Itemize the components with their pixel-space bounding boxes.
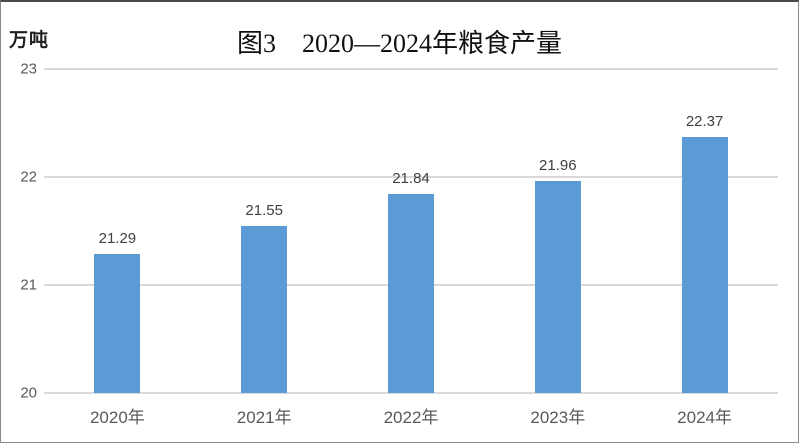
chart-title: 图3 2020—2024年粮食产量 <box>236 29 562 58</box>
x-tick-label-2024年: 2024年 <box>677 408 732 427</box>
data-label-2023年: 21.96 <box>539 157 577 175</box>
data-label-2022年: 21.84 <box>392 170 430 188</box>
y-tick-label-20: 20 <box>20 384 37 402</box>
data-label-2021年: 21.55 <box>245 201 283 219</box>
y-axis-unit-label: 万吨 <box>9 30 50 51</box>
plot-area <box>44 68 778 394</box>
y-tick-label-21: 21 <box>20 276 37 294</box>
bar-2024年 <box>681 137 728 393</box>
gridline-y-22 <box>44 176 778 178</box>
data-label-2024年: 22.37 <box>685 113 724 131</box>
x-tick-label-2022年: 2022年 <box>383 408 439 427</box>
y-tick-label-23: 23 <box>20 60 37 78</box>
gridline-y-20 <box>44 392 778 394</box>
gridline-y-23 <box>44 68 778 70</box>
y-tick-label-22: 22 <box>20 168 37 186</box>
bar-2020年 <box>94 253 141 393</box>
data-label-2020年: 21.29 <box>98 229 137 247</box>
x-tick-label-2020年: 2020年 <box>89 408 145 427</box>
bar-2023年 <box>534 181 581 393</box>
x-tick-label-2021年: 2021年 <box>236 408 292 427</box>
bar-2022年 <box>388 194 434 393</box>
x-tick-label-2023年: 2023年 <box>530 408 586 427</box>
bar-2021年 <box>241 225 288 393</box>
